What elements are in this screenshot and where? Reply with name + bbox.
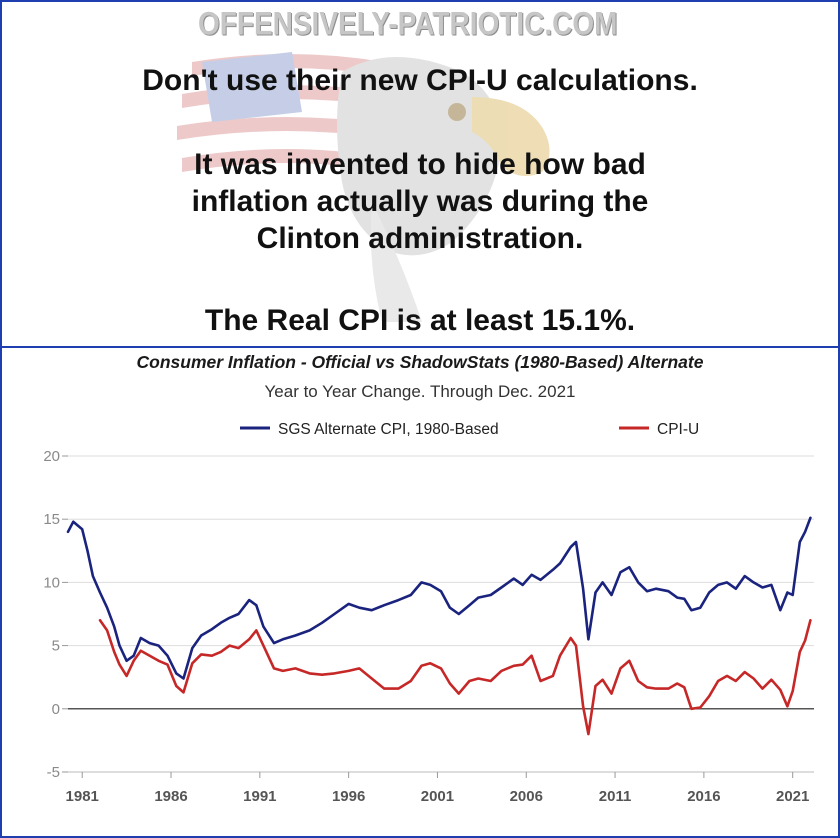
legend-label-cpiu: CPI-U	[657, 421, 699, 438]
y-tick-label: 10	[43, 574, 60, 591]
y-tick-label: -5	[47, 764, 60, 781]
grid-lines	[68, 455, 814, 773]
x-tick-label: 2021	[776, 788, 809, 805]
x-tick-label: 1996	[332, 788, 365, 805]
series-line-cpi-u	[98, 618, 812, 736]
caption-paragraph-2: It was invented to hide how bad inflatio…	[2, 146, 838, 257]
flag-stripes	[177, 52, 442, 182]
series-line-sgs-alternate-cpi	[66, 516, 812, 680]
x-tick-label: 1991	[243, 788, 276, 805]
section-divider	[2, 346, 838, 348]
y-axis: -5 0 5 10 15 20	[43, 448, 68, 781]
chart-plot: SGS Alternate CPI, 1980-Based CPI-U -5 0 5…	[43, 421, 814, 805]
eagle-head	[337, 57, 550, 322]
caption-line-4: Clinton administration.	[256, 222, 584, 255]
eagle-flag-watermark	[177, 52, 550, 322]
caption-line-5: The Real CPI is at least 15.1%.	[204, 304, 636, 337]
y-tick-label: 0	[52, 701, 60, 718]
caption-line-3: inflation actually was during the	[191, 185, 649, 218]
x-tick-label: 1981	[66, 788, 99, 805]
y-tick-label: 20	[43, 448, 60, 465]
chart: Consumer Inflation - Official vs ShadowS…	[2, 348, 838, 838]
x-tick-label: 1986	[154, 788, 187, 805]
caption-line-1: Don't use their new CPI-U calculations.	[142, 64, 698, 97]
y-tick-label: 15	[43, 511, 60, 528]
meme-header: OFFENSIVELY-PATRIOTIC.COM Don't use thei…	[2, 2, 838, 344]
x-axis: 1981 1986 1991 1996 2001 2006 2011 2016 2021	[66, 771, 814, 805]
x-tick-label: 2001	[421, 788, 454, 805]
chart-legend: SGS Alternate CPI, 1980-Based CPI-U	[240, 421, 699, 438]
x-tick-label: 2006	[510, 788, 543, 805]
x-tick-label: 2016	[687, 788, 720, 805]
watermark-text: OFFENSIVELY-PATRIOTIC.COM	[198, 5, 618, 42]
legend-label-sgs: SGS Alternate CPI, 1980-Based	[278, 421, 499, 438]
chart-subtitle: Year to Year Change. Through Dec. 2021	[264, 382, 576, 401]
caption-line-2: It was invented to hide how bad	[194, 148, 646, 181]
chart-title: Consumer Inflation - Official vs ShadowS…	[136, 352, 704, 372]
series-lines	[66, 516, 812, 736]
y-tick-label: 5	[52, 638, 60, 655]
x-tick-label: 2011	[599, 788, 632, 805]
